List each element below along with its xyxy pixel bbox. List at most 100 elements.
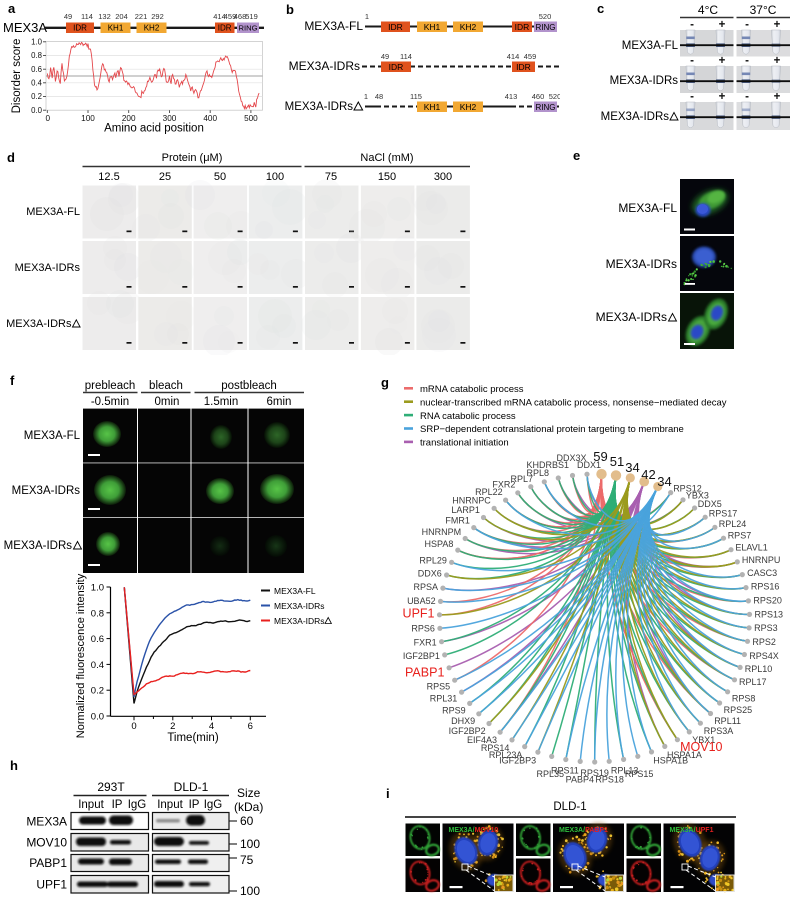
svg-text:100: 100 (240, 837, 260, 851)
svg-text:PABP1: PABP1 (29, 856, 67, 870)
svg-text:RPS19: RPS19 (580, 768, 609, 778)
svg-text:RPS17: RPS17 (709, 509, 738, 519)
svg-text:-0.5min: -0.5min (91, 396, 129, 408)
svg-text:0.4: 0.4 (31, 79, 43, 88)
svg-text:60: 60 (240, 814, 254, 828)
svg-text:KH1: KH1 (108, 24, 124, 33)
svg-text:114: 114 (400, 52, 412, 61)
svg-text:1: 1 (365, 12, 369, 21)
svg-text:MEX3A-FL: MEX3A-FL (304, 19, 363, 33)
svg-text:IGF2BP2: IGF2BP2 (449, 726, 486, 736)
svg-text:RPL35: RPL35 (537, 769, 565, 779)
svg-text:+: + (774, 91, 781, 103)
svg-text:PABP4: PABP4 (566, 774, 594, 784)
svg-text:+: + (719, 19, 726, 31)
svg-text:0min: 0min (155, 396, 180, 408)
svg-text:RPL10: RPL10 (745, 664, 773, 674)
svg-text:49: 49 (381, 52, 389, 61)
svg-text:-: - (690, 19, 694, 31)
svg-text:0.2: 0.2 (31, 92, 42, 101)
svg-text:HSPA1B: HSPA1B (653, 756, 688, 766)
svg-text:520: 520 (539, 12, 552, 21)
svg-text:RPS4X: RPS4X (749, 651, 779, 661)
svg-text:Time(min): Time(min) (167, 732, 218, 744)
svg-text:RNA catabolic process: RNA catabolic process (420, 411, 516, 422)
svg-text:300: 300 (434, 171, 452, 183)
svg-text:DDX1: DDX1 (577, 460, 601, 470)
svg-text:UBA52: UBA52 (407, 596, 436, 606)
svg-text:NaCl (mM): NaCl (mM) (360, 152, 413, 164)
svg-text:-: - (745, 91, 749, 103)
svg-text:HNRNPM: HNRNPM (422, 527, 462, 537)
svg-text:115: 115 (410, 92, 422, 101)
svg-text:0.8: 0.8 (31, 51, 42, 60)
svg-text:300: 300 (163, 114, 177, 123)
svg-text:12.5: 12.5 (98, 171, 119, 183)
svg-text:IDR: IDR (516, 62, 531, 72)
svg-text:RPL31: RPL31 (430, 694, 458, 704)
svg-text:prebleach: prebleach (85, 380, 136, 392)
svg-text:6: 6 (248, 721, 253, 732)
svg-text:MEX3A-IDRs: MEX3A-IDRs (610, 75, 679, 87)
svg-text:RPS16: RPS16 (751, 582, 780, 592)
svg-text:IGF2BP1: IGF2BP1 (403, 651, 440, 661)
svg-text:postbleach: postbleach (221, 380, 277, 392)
svg-text:100: 100 (266, 171, 284, 183)
svg-text:UPF1: UPF1 (36, 878, 67, 892)
svg-text:HNRNPU: HNRNPU (742, 555, 781, 565)
svg-text:MEX3A-FL: MEX3A-FL (26, 206, 80, 218)
svg-text:75: 75 (325, 171, 337, 183)
svg-text:132: 132 (98, 12, 111, 21)
svg-text:Disorder score: Disorder score (11, 39, 23, 114)
svg-text:-: - (745, 55, 749, 67)
svg-text:42: 42 (641, 467, 655, 482)
svg-text:DDX3X: DDX3X (556, 453, 586, 463)
svg-text:IP: IP (189, 799, 200, 811)
svg-text:RPS5: RPS5 (427, 681, 451, 691)
svg-text:RPS25: RPS25 (724, 705, 753, 715)
svg-text:KH2: KH2 (460, 22, 477, 32)
svg-text:KH1: KH1 (424, 22, 441, 32)
svg-text:DDX5: DDX5 (698, 499, 722, 509)
svg-text:Input: Input (78, 799, 104, 811)
svg-text:SRP−dependent cotranslational: SRP−dependent cotranslational protein ta… (420, 424, 684, 435)
svg-text:75: 75 (240, 853, 254, 867)
svg-text:459: 459 (524, 52, 537, 61)
svg-text:Protein (μM): Protein (μM) (162, 152, 223, 164)
svg-text:IGF2BP3: IGF2BP3 (499, 756, 536, 766)
svg-text:HNRNPC: HNRNPC (452, 496, 491, 506)
svg-text:IDR: IDR (388, 22, 403, 32)
svg-text:MOV10: MOV10 (680, 740, 722, 754)
svg-text:FXR2: FXR2 (492, 480, 515, 490)
svg-text:DLD-1: DLD-1 (553, 801, 586, 813)
svg-text:MEX3A: MEX3A (3, 20, 47, 35)
svg-text:RING: RING (536, 23, 556, 32)
svg-text:UPF1: UPF1 (403, 607, 435, 621)
svg-text:bleach: bleach (149, 380, 183, 392)
svg-text:6min: 6min (267, 396, 292, 408)
svg-text:Amino acid position: Amino acid position (104, 123, 204, 135)
svg-text:0.6: 0.6 (31, 65, 42, 74)
svg-text:0: 0 (46, 114, 51, 123)
svg-text:MEX3A-FL: MEX3A-FL (274, 586, 316, 596)
svg-text:MOV10: MOV10 (26, 836, 67, 850)
svg-text:RPL8: RPL8 (526, 468, 549, 478)
svg-text:200: 200 (122, 114, 136, 123)
svg-text:114: 114 (81, 12, 93, 21)
svg-text:RPL17: RPL17 (739, 677, 767, 687)
svg-text:RPL23A: RPL23A (489, 750, 523, 760)
svg-text:0.2: 0.2 (91, 686, 104, 697)
svg-text:MEX3A-IDRs: MEX3A-IDRs (4, 540, 73, 552)
svg-text:MEX3A-FL: MEX3A-FL (24, 430, 81, 442)
svg-text:4°C: 4°C (698, 3, 718, 17)
svg-text:459: 459 (224, 12, 237, 21)
svg-text:MEX3A-IDRs: MEX3A-IDRs (285, 101, 354, 113)
svg-text:FXR1: FXR1 (414, 638, 437, 648)
svg-text:YBX3: YBX3 (686, 491, 709, 501)
svg-text:37°C: 37°C (750, 3, 777, 17)
svg-text:RPS3: RPS3 (754, 623, 778, 633)
svg-text:34: 34 (657, 474, 671, 489)
svg-text:MEX3A-IDRs: MEX3A-IDRs (15, 262, 81, 274)
svg-text:RPS14: RPS14 (481, 743, 510, 753)
svg-text:100: 100 (81, 114, 95, 123)
